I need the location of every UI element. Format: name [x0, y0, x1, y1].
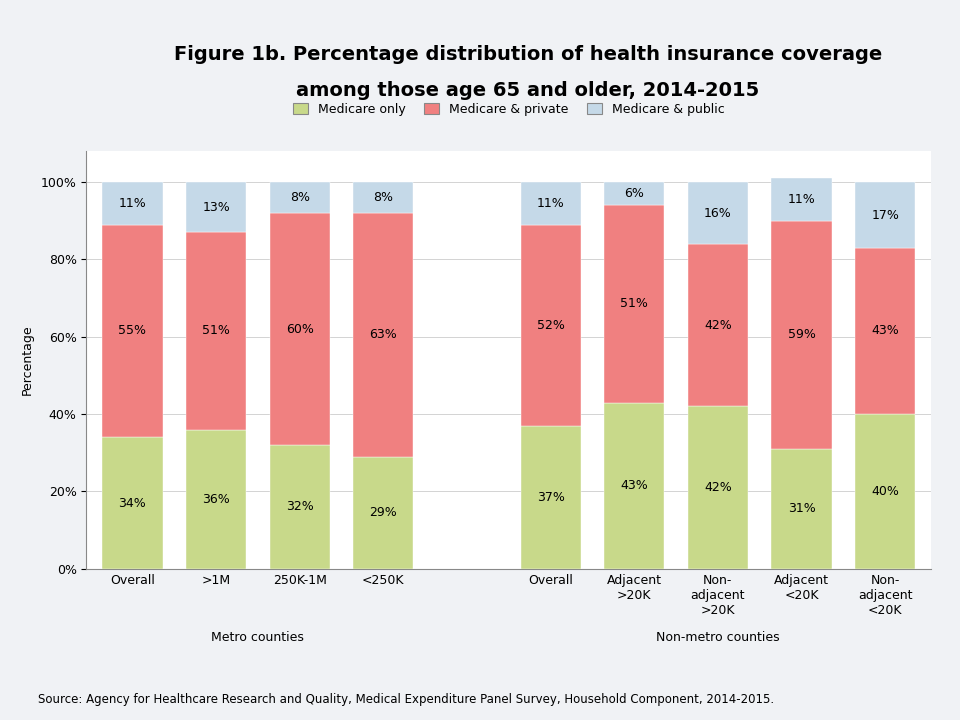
Text: 36%: 36%	[203, 492, 230, 505]
Bar	[270, 213, 330, 445]
Text: 63%: 63%	[370, 328, 397, 341]
Text: Source: Agency for Healthcare Research and Quality, Medical Expenditure Panel Su: Source: Agency for Healthcare Research a…	[38, 693, 775, 706]
Text: 11%: 11%	[537, 197, 564, 210]
Text: 11%: 11%	[118, 197, 146, 210]
Bar	[353, 213, 414, 456]
Bar	[520, 225, 581, 426]
Bar	[687, 244, 748, 406]
Text: 40%: 40%	[872, 485, 900, 498]
Bar	[103, 225, 162, 437]
Text: 51%: 51%	[203, 325, 230, 338]
Text: 43%: 43%	[620, 480, 648, 492]
Text: 6%: 6%	[624, 187, 644, 200]
Text: 55%: 55%	[118, 325, 147, 338]
Text: 37%: 37%	[537, 491, 564, 504]
Bar	[103, 182, 162, 225]
Text: 31%: 31%	[787, 503, 815, 516]
Bar	[687, 406, 748, 569]
Bar	[772, 221, 831, 449]
Text: 16%: 16%	[704, 207, 732, 220]
Text: 29%: 29%	[370, 506, 397, 519]
Y-axis label: Percentage: Percentage	[21, 325, 34, 395]
Bar	[186, 182, 246, 233]
Bar	[353, 456, 414, 569]
Bar	[103, 437, 162, 569]
Text: 51%: 51%	[620, 297, 648, 310]
Bar	[270, 445, 330, 569]
Text: 52%: 52%	[537, 319, 564, 332]
Text: 59%: 59%	[787, 328, 815, 341]
Bar	[855, 248, 915, 414]
Bar	[604, 402, 664, 569]
Text: Non-metro counties: Non-metro counties	[656, 631, 780, 644]
Text: 60%: 60%	[286, 323, 314, 336]
Bar	[186, 233, 246, 430]
Bar	[772, 179, 831, 221]
Text: Figure 1b. Percentage distribution of health insurance coverage: Figure 1b. Percentage distribution of he…	[174, 45, 882, 63]
Text: 34%: 34%	[118, 497, 146, 510]
Bar	[520, 182, 581, 225]
Text: among those age 65 and older, 2014-2015: among those age 65 and older, 2014-2015	[297, 81, 759, 99]
Text: 43%: 43%	[872, 325, 900, 338]
Text: 13%: 13%	[203, 201, 230, 214]
Bar	[186, 430, 246, 569]
Text: 11%: 11%	[787, 193, 815, 206]
Bar	[520, 426, 581, 569]
Text: 8%: 8%	[290, 191, 310, 204]
Bar	[353, 182, 414, 213]
Text: 17%: 17%	[872, 209, 900, 222]
Text: 42%: 42%	[704, 481, 732, 494]
Bar	[687, 182, 748, 244]
Bar	[604, 205, 664, 402]
Bar	[772, 449, 831, 569]
Text: 32%: 32%	[286, 500, 314, 513]
Text: 42%: 42%	[704, 319, 732, 332]
Text: Metro counties: Metro counties	[211, 631, 304, 644]
Bar	[604, 182, 664, 205]
Bar	[270, 182, 330, 213]
Bar	[855, 182, 915, 248]
Bar	[855, 414, 915, 569]
Legend: Medicare only, Medicare & private, Medicare & public: Medicare only, Medicare & private, Medic…	[289, 99, 729, 120]
Text: 8%: 8%	[373, 191, 394, 204]
